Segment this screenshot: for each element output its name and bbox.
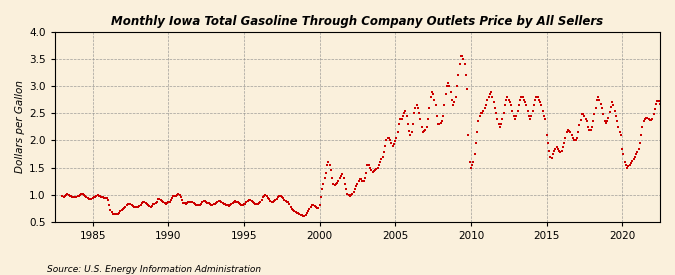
Text: Source: U.S. Energy Information Administration: Source: U.S. Energy Information Administ… — [47, 265, 261, 274]
Title: Monthly Iowa Total Gasoline Through Company Outlets Price by All Sellers: Monthly Iowa Total Gasoline Through Comp… — [111, 15, 603, 28]
Y-axis label: Dollars per Gallon: Dollars per Gallon — [15, 80, 25, 173]
